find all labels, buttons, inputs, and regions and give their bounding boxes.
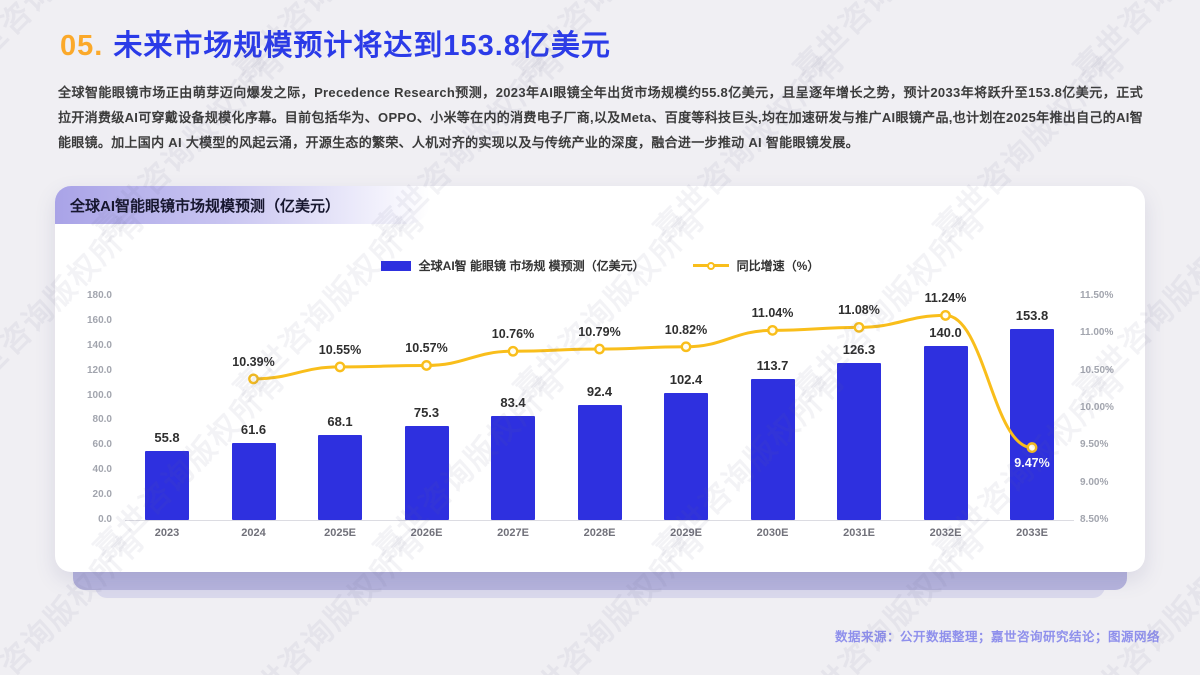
watermark-text: 嘉世咨询版权所有: [1062, 0, 1200, 88]
intro-paragraph: 全球智能眼镜市场正由萌芽迈向爆发之际，Precedence Research预测…: [58, 85, 1143, 150]
section-number: 05.: [60, 30, 104, 62]
legend-line-marker-icon: [706, 261, 715, 270]
legend-bar-swatch-icon: [380, 260, 411, 271]
legend-bar-label: 全球AI智 能眼镜 市场规 模预测（亿美元）: [418, 259, 645, 273]
watermark-text: 嘉世咨询版权所有: [782, 0, 994, 88]
data-source-note: 数据来源：公开数据整理；嘉世咨询研究结论；图源网络: [834, 630, 1160, 644]
chart-card: [55, 186, 1145, 572]
page-title: 05. 未来市场规模预计将达到153.8亿美元: [60, 22, 611, 64]
legend-item-line: 同比增速（%）: [692, 257, 820, 274]
legend-line-label: 同比增速（%）: [736, 259, 820, 273]
legend-line-swatch-icon: [692, 261, 729, 270]
title-text: 未来市场规模预计将达到153.8亿美元: [113, 30, 611, 62]
legend-item-bar: 全球AI智 能眼镜 市场规 模预测（亿美元）: [380, 257, 645, 274]
chart-card-title: 全球AI智能眼镜市场规模预测（亿美元）: [55, 186, 431, 224]
chart-legend: 全球AI智 能眼镜 市场规 模预测（亿美元） 同比增速（%）: [0, 257, 1200, 274]
